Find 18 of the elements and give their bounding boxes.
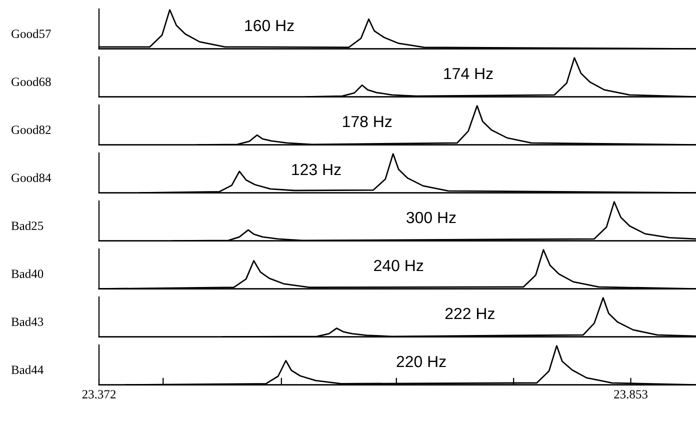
annotation: 222 Hz	[445, 308, 494, 320]
y-axis-title: Bad25	[11, 221, 44, 230]
y-axis-title: Good84	[12, 173, 52, 182]
annotation: 240 Hz	[374, 260, 424, 272]
y-axis-title: Good82	[12, 125, 51, 134]
y-axis-title: Good68	[12, 77, 51, 86]
y-axis-title: Bad44	[11, 365, 44, 374]
annotation: 220 Hz	[396, 356, 446, 368]
y-axis-title: Bad43	[11, 317, 44, 326]
x-tick-label: 23.372	[82, 390, 116, 399]
annotation: 178 Hz	[343, 116, 392, 128]
annotation: 160 Hz	[245, 20, 294, 32]
annotation: 123 Hz	[292, 164, 341, 176]
annotation: 174 Hz	[444, 68, 493, 80]
x-tick-label: 23.853	[614, 390, 648, 399]
y-axis-title: Bad40	[11, 269, 44, 278]
y-axis-title: Good57	[12, 29, 51, 38]
annotation: 300 Hz	[406, 212, 456, 224]
